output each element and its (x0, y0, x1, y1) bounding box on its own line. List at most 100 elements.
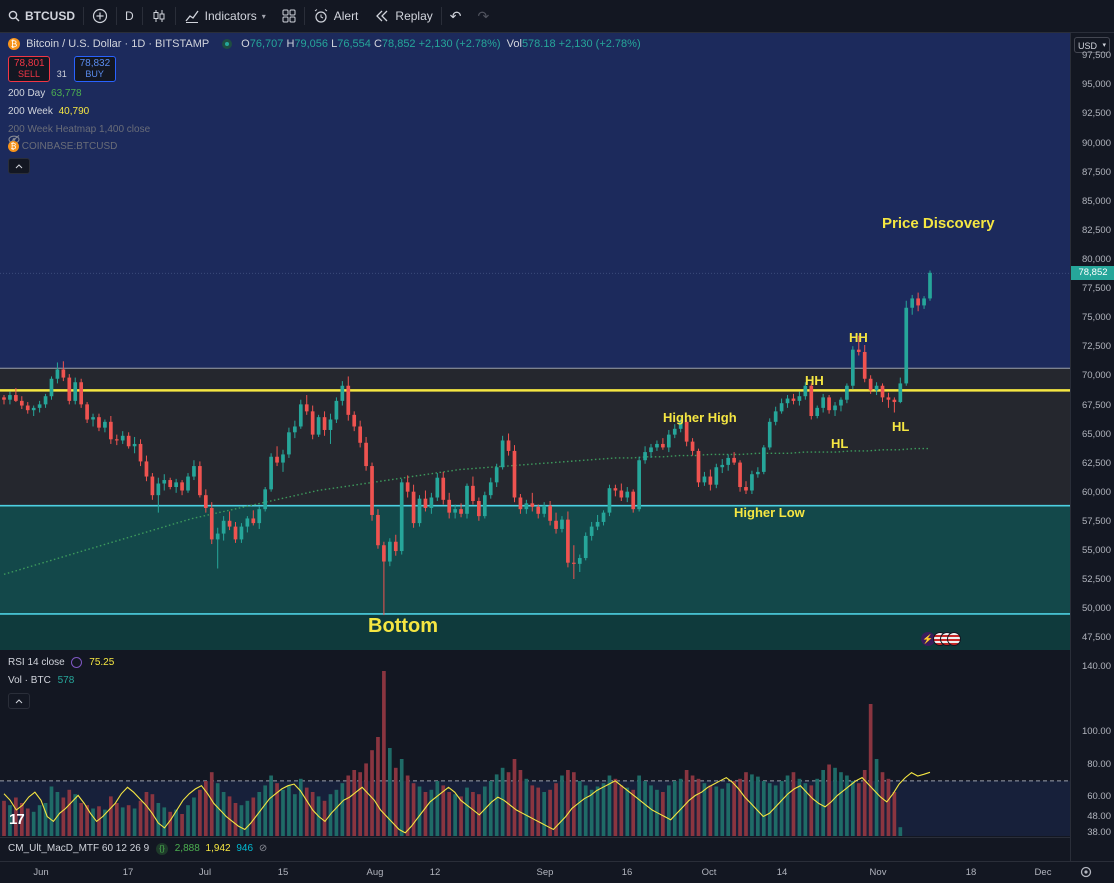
volume-bar (405, 775, 410, 836)
indicators-button[interactable]: Indicators ▾ (176, 0, 274, 32)
candle-body (619, 490, 624, 498)
events-badge[interactable]: ⚡ (921, 632, 963, 646)
price-axis[interactable]: USD ▾ 97,500 95,000 92,500 90,000 87,500 85,0… (1070, 33, 1114, 861)
volume-bar (429, 789, 434, 836)
chart-type-button[interactable] (143, 0, 175, 32)
volume-bar (488, 781, 493, 836)
candle-body (833, 405, 837, 411)
bitcoin-icon: ₿ (8, 141, 19, 152)
interval-button[interactable]: D (117, 0, 142, 32)
candle-body (767, 421, 772, 448)
rsi-axis-label: 60.00 (1087, 791, 1111, 803)
divider (440, 7, 442, 25)
symbol-search-button[interactable]: BTCUSD (0, 0, 83, 32)
candle-body (275, 456, 279, 463)
candle-body (49, 378, 54, 397)
volume-bar (732, 781, 736, 836)
candle-body (583, 535, 588, 559)
price-axis-label: 97,500 (1081, 50, 1111, 62)
price-axis-label: 87,500 (1081, 166, 1111, 178)
main-chart-pane[interactable]: ₿ Bitcoin / U.S. Dollar · 1D · BITSTAMP … (0, 33, 1070, 650)
rsi-volume-pane[interactable]: RSI 14 close 75.25 Vol · BTC 578 17 (0, 651, 1070, 836)
indicators-label: Indicators (204, 9, 257, 23)
compare-symbol-legend[interactable]: ₿ COINBASE:BTCUSD (8, 141, 117, 152)
volume-legend[interactable]: Vol · BTC 578 (8, 675, 74, 686)
currency-label: USD (1078, 41, 1098, 51)
grid-icon (282, 9, 296, 23)
candle-body (714, 467, 719, 485)
ma200-day-legend[interactable]: 200 Day 63,778 (8, 88, 82, 99)
candle-body (827, 397, 831, 411)
volume-bar (761, 781, 766, 836)
volume-bar (773, 785, 778, 836)
candle-body (874, 385, 879, 391)
divider (116, 7, 117, 25)
higher-low-annotation[interactable]: Higher Low (734, 505, 805, 520)
volume-bar (827, 764, 831, 836)
hl-annotation[interactable]: HL (892, 419, 910, 434)
candle-body (732, 457, 736, 463)
price-axis-label: 70,000 (1081, 370, 1111, 382)
macd-legend[interactable]: CM_Ult_MacD_MTF 60 12 26 9 {} 2,888 1,94… (8, 843, 267, 855)
volume-bar (399, 759, 404, 836)
candle-body (281, 454, 285, 463)
undo-icon: ↶ (449, 7, 462, 24)
volume-bar (382, 671, 386, 836)
sell-button[interactable]: 78,801 SELL (8, 56, 50, 82)
volume-bar (465, 787, 469, 836)
volume-bar (31, 811, 36, 836)
bottom-annotation[interactable]: Bottom (368, 615, 438, 637)
candle-body (566, 519, 570, 563)
alert-button[interactable]: Alert (305, 0, 367, 32)
candle-body (85, 404, 89, 420)
volume-bar (607, 775, 612, 836)
volume-bar (803, 783, 808, 836)
hl-annotation[interactable]: HL (831, 436, 849, 451)
candle-body (168, 480, 173, 488)
hh-annotation[interactable]: HH (805, 373, 824, 388)
volume-bar (738, 778, 742, 836)
rsi-legend[interactable]: RSI 14 close 75.25 (8, 657, 114, 668)
undo-button[interactable]: ↶ (442, 0, 470, 32)
macd-pane[interactable]: CM_Ult_MacD_MTF 60 12 26 9 {} 2,888 1,94… (0, 837, 1070, 862)
volume-bar (245, 800, 250, 836)
price-discovery-annotation[interactable]: Price Discovery (882, 215, 995, 232)
time-axis[interactable]: Jun 17 Jul 15 Aug 12 Sep 16 Oct 14 Nov 18 Dec (0, 861, 1114, 883)
buy-button[interactable]: 78,832 BUY (73, 56, 116, 82)
candle-body (198, 466, 202, 496)
price-chart[interactable] (0, 33, 1070, 650)
time-axis-label: Nov (869, 867, 887, 878)
volume-pane-label: Vol · BTC (8, 675, 51, 686)
time-axis-label: Aug (366, 867, 384, 878)
volume-bar (322, 800, 327, 836)
rsi-volume-chart[interactable] (0, 651, 1070, 836)
volume-bar (180, 814, 184, 836)
macd-value-1: 2,888 (174, 843, 200, 854)
higher-high-annotation[interactable]: Higher High (663, 410, 737, 425)
candle-body (868, 378, 873, 391)
collapse-legend-button[interactable] (8, 158, 30, 174)
volume-bar (287, 785, 291, 836)
add-symbol-button[interactable] (84, 0, 116, 32)
candle-body (821, 397, 825, 408)
redo-button[interactable]: ↷ (470, 0, 498, 32)
templates-button[interactable] (274, 0, 304, 32)
volume-bar (79, 803, 84, 836)
candle-body (126, 435, 131, 447)
replay-button[interactable]: Replay (366, 0, 440, 32)
divider (174, 7, 176, 25)
volume-bar (126, 805, 131, 836)
time-axis-settings-button[interactable] (1078, 864, 1094, 880)
hide-icon[interactable]: ⊘ (258, 843, 268, 854)
candle-body (589, 526, 594, 536)
rsi-label: RSI 14 close (8, 657, 65, 669)
candle-body (37, 404, 42, 408)
price-axis-label: 65,000 (1081, 428, 1111, 440)
collapse-pane-button[interactable] (8, 693, 30, 709)
hh-annotation[interactable]: HH (849, 330, 868, 345)
tradingview-logo[interactable]: 17 (9, 811, 25, 828)
volume-bar (85, 805, 89, 836)
currency-selector[interactable]: USD ▾ (1074, 37, 1110, 53)
candle-body (417, 498, 422, 524)
ma200-week-legend[interactable]: 200 Week 40,790 (8, 106, 89, 117)
